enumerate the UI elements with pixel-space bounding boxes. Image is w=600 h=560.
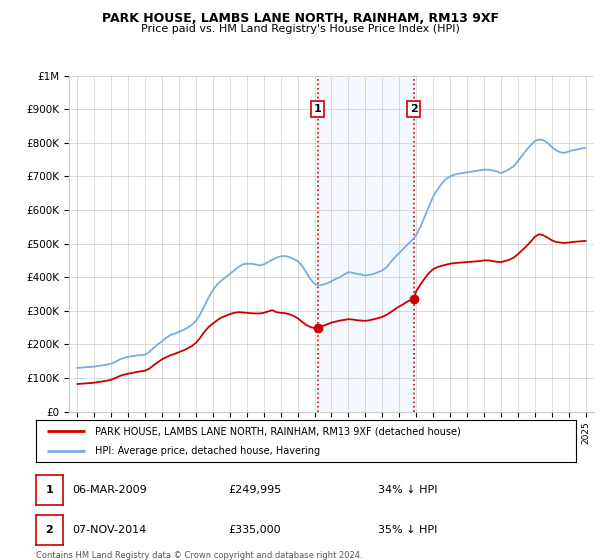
Text: 34% ↓ HPI: 34% ↓ HPI <box>378 485 437 495</box>
Text: PARK HOUSE, LAMBS LANE NORTH, RAINHAM, RM13 9XF: PARK HOUSE, LAMBS LANE NORTH, RAINHAM, R… <box>101 12 499 25</box>
Text: 1: 1 <box>46 485 53 495</box>
Text: 2: 2 <box>410 104 418 114</box>
Text: Contains HM Land Registry data © Crown copyright and database right 2024.
This d: Contains HM Land Registry data © Crown c… <box>36 551 362 560</box>
Text: 1: 1 <box>314 104 322 114</box>
Text: PARK HOUSE, LAMBS LANE NORTH, RAINHAM, RM13 9XF (detached house): PARK HOUSE, LAMBS LANE NORTH, RAINHAM, R… <box>95 426 461 436</box>
Text: £335,000: £335,000 <box>228 525 281 535</box>
Text: 07-NOV-2014: 07-NOV-2014 <box>72 525 146 535</box>
Text: Price paid vs. HM Land Registry's House Price Index (HPI): Price paid vs. HM Land Registry's House … <box>140 24 460 34</box>
Text: 2: 2 <box>46 525 53 535</box>
Text: 35% ↓ HPI: 35% ↓ HPI <box>378 525 437 535</box>
Text: £249,995: £249,995 <box>228 485 281 495</box>
Text: 06-MAR-2009: 06-MAR-2009 <box>72 485 147 495</box>
Text: HPI: Average price, detached house, Havering: HPI: Average price, detached house, Have… <box>95 446 320 456</box>
Bar <box>317 76 413 412</box>
